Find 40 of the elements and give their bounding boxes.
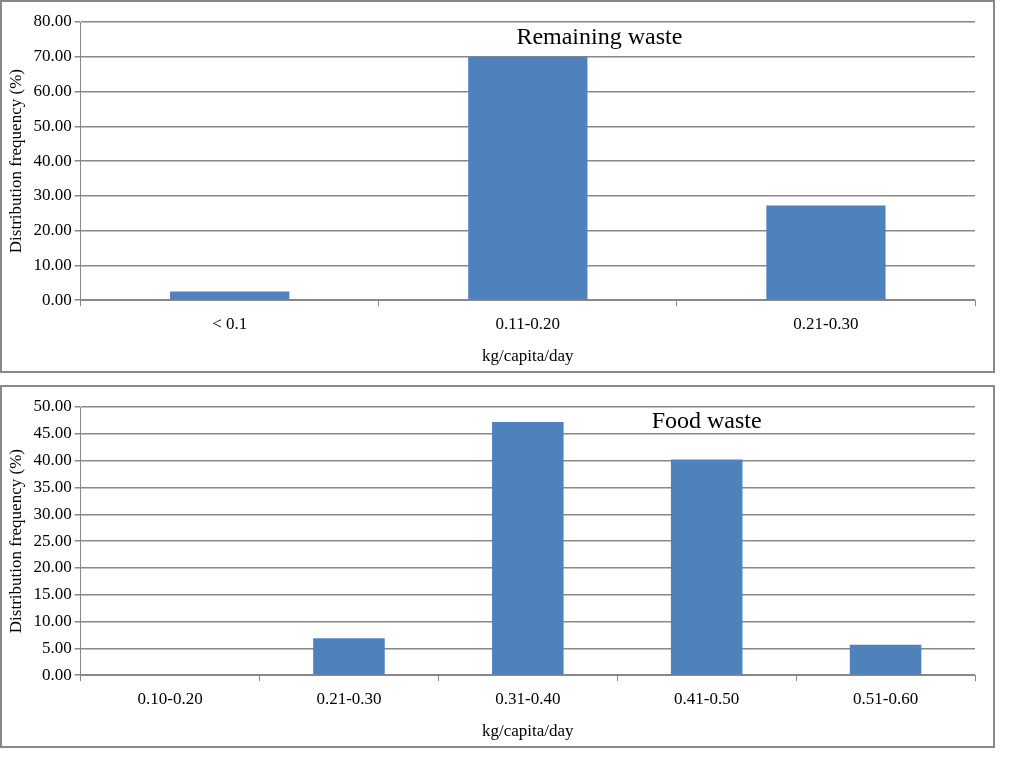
y-tick-label: 0.00 [41,289,72,309]
bar [849,644,922,675]
y-tick-label: 40.00 [33,150,72,170]
x-tick-label: 0.21-0.30 [316,688,382,708]
x-tick-label: 0.31-0.40 [495,688,561,708]
y-axis-title: Distribution frequency (%) [5,69,25,254]
y-tick-label: 10.00 [33,254,72,274]
y-tick-label: 20.00 [33,220,72,240]
x-axis-title: kg/capita/day [482,721,575,741]
y-tick-label: 35.00 [33,476,72,496]
x-tick-label: 0.11-0.20 [495,313,561,333]
bar [766,205,886,300]
y-tick-label: 80.00 [33,11,72,31]
y-axis-title: Distribution frequency (%) [5,449,25,634]
y-tick-label: 25.00 [33,530,72,550]
chart-title: Food waste [651,407,762,434]
y-tick-label: 40.00 [33,450,72,470]
y-tick-label: 15.00 [33,584,72,604]
y-tick-label: 30.00 [33,185,72,205]
x-tick-label: 0.10-0.20 [137,688,203,708]
chart-title: Remaining waste [516,23,683,50]
y-tick-label: 45.00 [33,423,72,443]
x-tick-label: 0.41-0.50 [674,688,740,708]
y-tick-label: 5.00 [41,637,72,657]
y-tick-label: 70.00 [33,46,72,66]
y-tick-label: 50.00 [33,115,72,135]
x-tick-label: 0.21-0.30 [793,313,859,333]
x-tick-label: 0.51-0.60 [852,688,919,708]
bar [468,56,588,300]
y-tick-label: 30.00 [33,503,72,523]
x-axis-title: kg/capita/day [482,346,575,366]
y-tick-label: 10.00 [33,611,72,631]
y-tick-label: 20.00 [33,557,72,577]
y-tick-label: 50.00 [33,396,72,416]
y-tick-label: 60.00 [33,81,72,101]
bar [492,422,564,675]
x-tick-label: < 0.1 [212,313,248,333]
y-tick-label: 0.00 [41,664,72,684]
bar [670,459,743,675]
bar [313,638,385,675]
